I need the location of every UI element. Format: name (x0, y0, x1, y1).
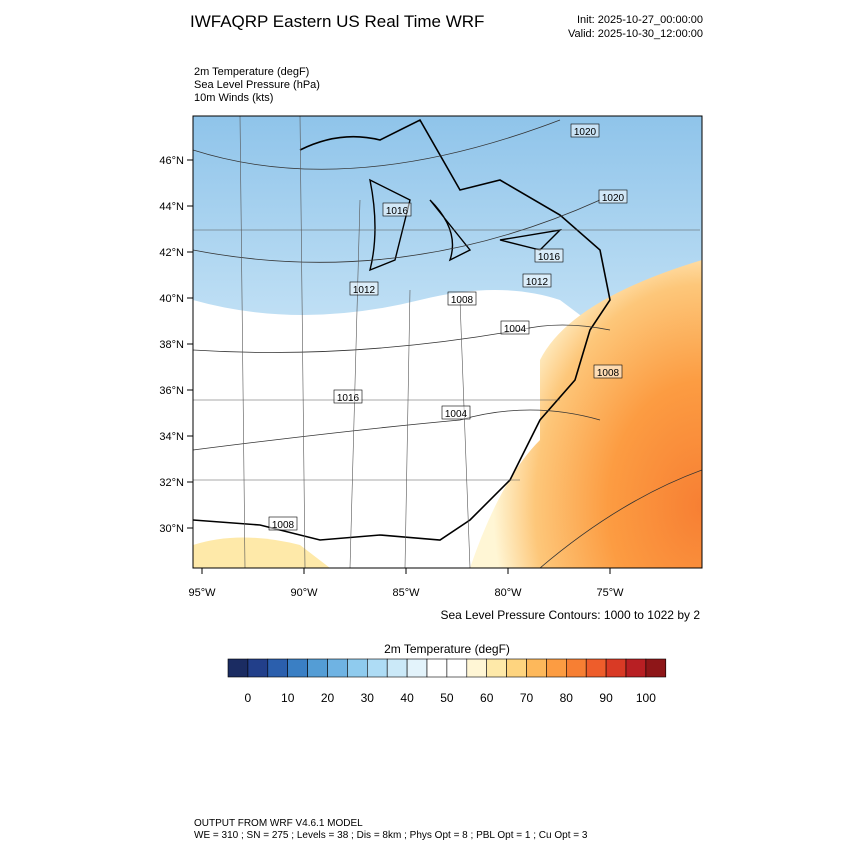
contour-label: 1008 (597, 368, 620, 379)
colorbar-swatch (287, 658, 308, 678)
colorbar-swatch (565, 658, 587, 678)
contour-label-box (333, 389, 363, 404)
colorbar-tick-label: 40 (400, 691, 414, 705)
colorbar-tick-label: 0 (245, 691, 252, 705)
colorbar-swatch (466, 658, 487, 678)
state-border (193, 116, 700, 568)
map-labels: 46°N 44°N 42°N 40°N 38°N 36°N 34°N 32°N 30°N 95°W… (159, 123, 628, 599)
colorbar-swatch (366, 658, 388, 678)
colorbar-swatch (386, 658, 408, 678)
colorbar-swatch (327, 658, 348, 678)
lat-label: 46°N (159, 155, 184, 167)
contour-label-box (500, 320, 530, 335)
colorbar: 0 10 20 30 40 50 60 70 80 90 100 (227, 658, 667, 705)
colorbar-swatch (546, 658, 567, 678)
lat-label: 44°N (159, 201, 184, 213)
colorbar-swatch (645, 658, 667, 678)
colorbar-tick-label: 80 (560, 691, 574, 705)
colorbar-title: 2m Temperature (degF) (384, 642, 510, 656)
colorbar-swatch (426, 658, 448, 678)
coastline (193, 118, 611, 541)
lat-label: 32°N (159, 477, 184, 489)
colorbar-swatch (585, 658, 607, 678)
lat-label: 42°N (159, 247, 184, 259)
contour-label-box (349, 281, 379, 296)
contour-label: 1016 (386, 206, 409, 217)
field-label: Sea Level Pressure (hPa) (194, 79, 320, 91)
valid-time: Valid: 2025-10-30_12:00:00 (568, 28, 703, 40)
contour-label: 1004 (445, 409, 468, 420)
contour-label-box (598, 189, 628, 204)
footer-line: WE = 310 ; SN = 275 ; Levels = 38 ; Dis … (194, 830, 588, 841)
contour-label: 1008 (451, 295, 474, 306)
colorbar-tick-label: 20 (321, 691, 335, 705)
contour-label: 1012 (526, 277, 549, 288)
colorbar-swatch (267, 658, 288, 678)
contour-label: 1016 (538, 252, 561, 263)
contour-label-box (268, 516, 298, 531)
colorbar-swatch (506, 658, 527, 678)
pressure-contour (193, 119, 702, 568)
map-plot (193, 116, 702, 568)
lon-label: 85°W (392, 587, 420, 599)
footer-line: OUTPUT FROM WRF V4.6.1 MODEL (194, 818, 363, 829)
contour-label-box (593, 364, 623, 379)
colorbar-tick-label: 90 (599, 691, 613, 705)
colorbar-tick-label: 50 (440, 691, 454, 705)
map-frame (192, 115, 703, 569)
lat-label: 34°N (159, 431, 184, 443)
colorbar-swatch (605, 658, 627, 678)
contour-note: Sea Level Pressure Contours: 1000 to 102… (441, 608, 701, 622)
contour-label: 1020 (574, 127, 597, 138)
colorbar-swatch (307, 658, 328, 678)
lat-label: 30°N (159, 523, 184, 535)
temperature-field (470, 260, 702, 568)
colorbar-swatch (347, 658, 368, 678)
contour-label-box (441, 405, 471, 420)
great-lakes (368, 178, 563, 272)
colorbar-swatch (625, 658, 647, 678)
colorbar-tick-label: 100 (636, 691, 656, 705)
title: IWFAQRP Eastern US Real Time WRF (190, 12, 484, 31)
contour-label: 1012 (353, 285, 376, 296)
colorbar-tick-label: 70 (520, 691, 534, 705)
contour-label: 1008 (272, 520, 295, 531)
colorbar-swatch (247, 658, 269, 678)
contour-label: 1016 (337, 393, 360, 404)
lon-label: 80°W (494, 587, 522, 599)
lat-label: 40°N (159, 293, 184, 305)
contour-label-box (570, 123, 600, 138)
field-label: 2m Temperature (degF) (194, 66, 309, 78)
contour-label-box (447, 291, 477, 306)
lat-label: 38°N (159, 339, 184, 351)
colorbar-tick-label: 30 (361, 691, 375, 705)
lon-label: 95°W (188, 587, 216, 599)
lat-label: 36°N (159, 385, 184, 397)
contour-label-box (382, 202, 412, 217)
lon-label: 75°W (596, 587, 624, 599)
colorbar-swatch (227, 658, 249, 678)
lon-label: 90°W (290, 587, 318, 599)
colorbar-tick-label: 60 (480, 691, 494, 705)
contour-label: 1020 (602, 193, 625, 204)
colorbar-swatch (446, 658, 468, 678)
init-time: Init: 2025-10-27_00:00:00 (577, 14, 703, 26)
contour-label: 1004 (504, 324, 527, 335)
colorbar-tick-label: 10 (281, 691, 295, 705)
colorbar-swatch (406, 658, 428, 678)
contour-label-box (534, 248, 564, 263)
contour-label-box (522, 273, 552, 288)
colorbar-swatch (526, 658, 547, 678)
field-label: 10m Winds (kts) (194, 92, 273, 104)
colorbar-swatch (486, 658, 507, 678)
temperature-field (193, 537, 330, 568)
